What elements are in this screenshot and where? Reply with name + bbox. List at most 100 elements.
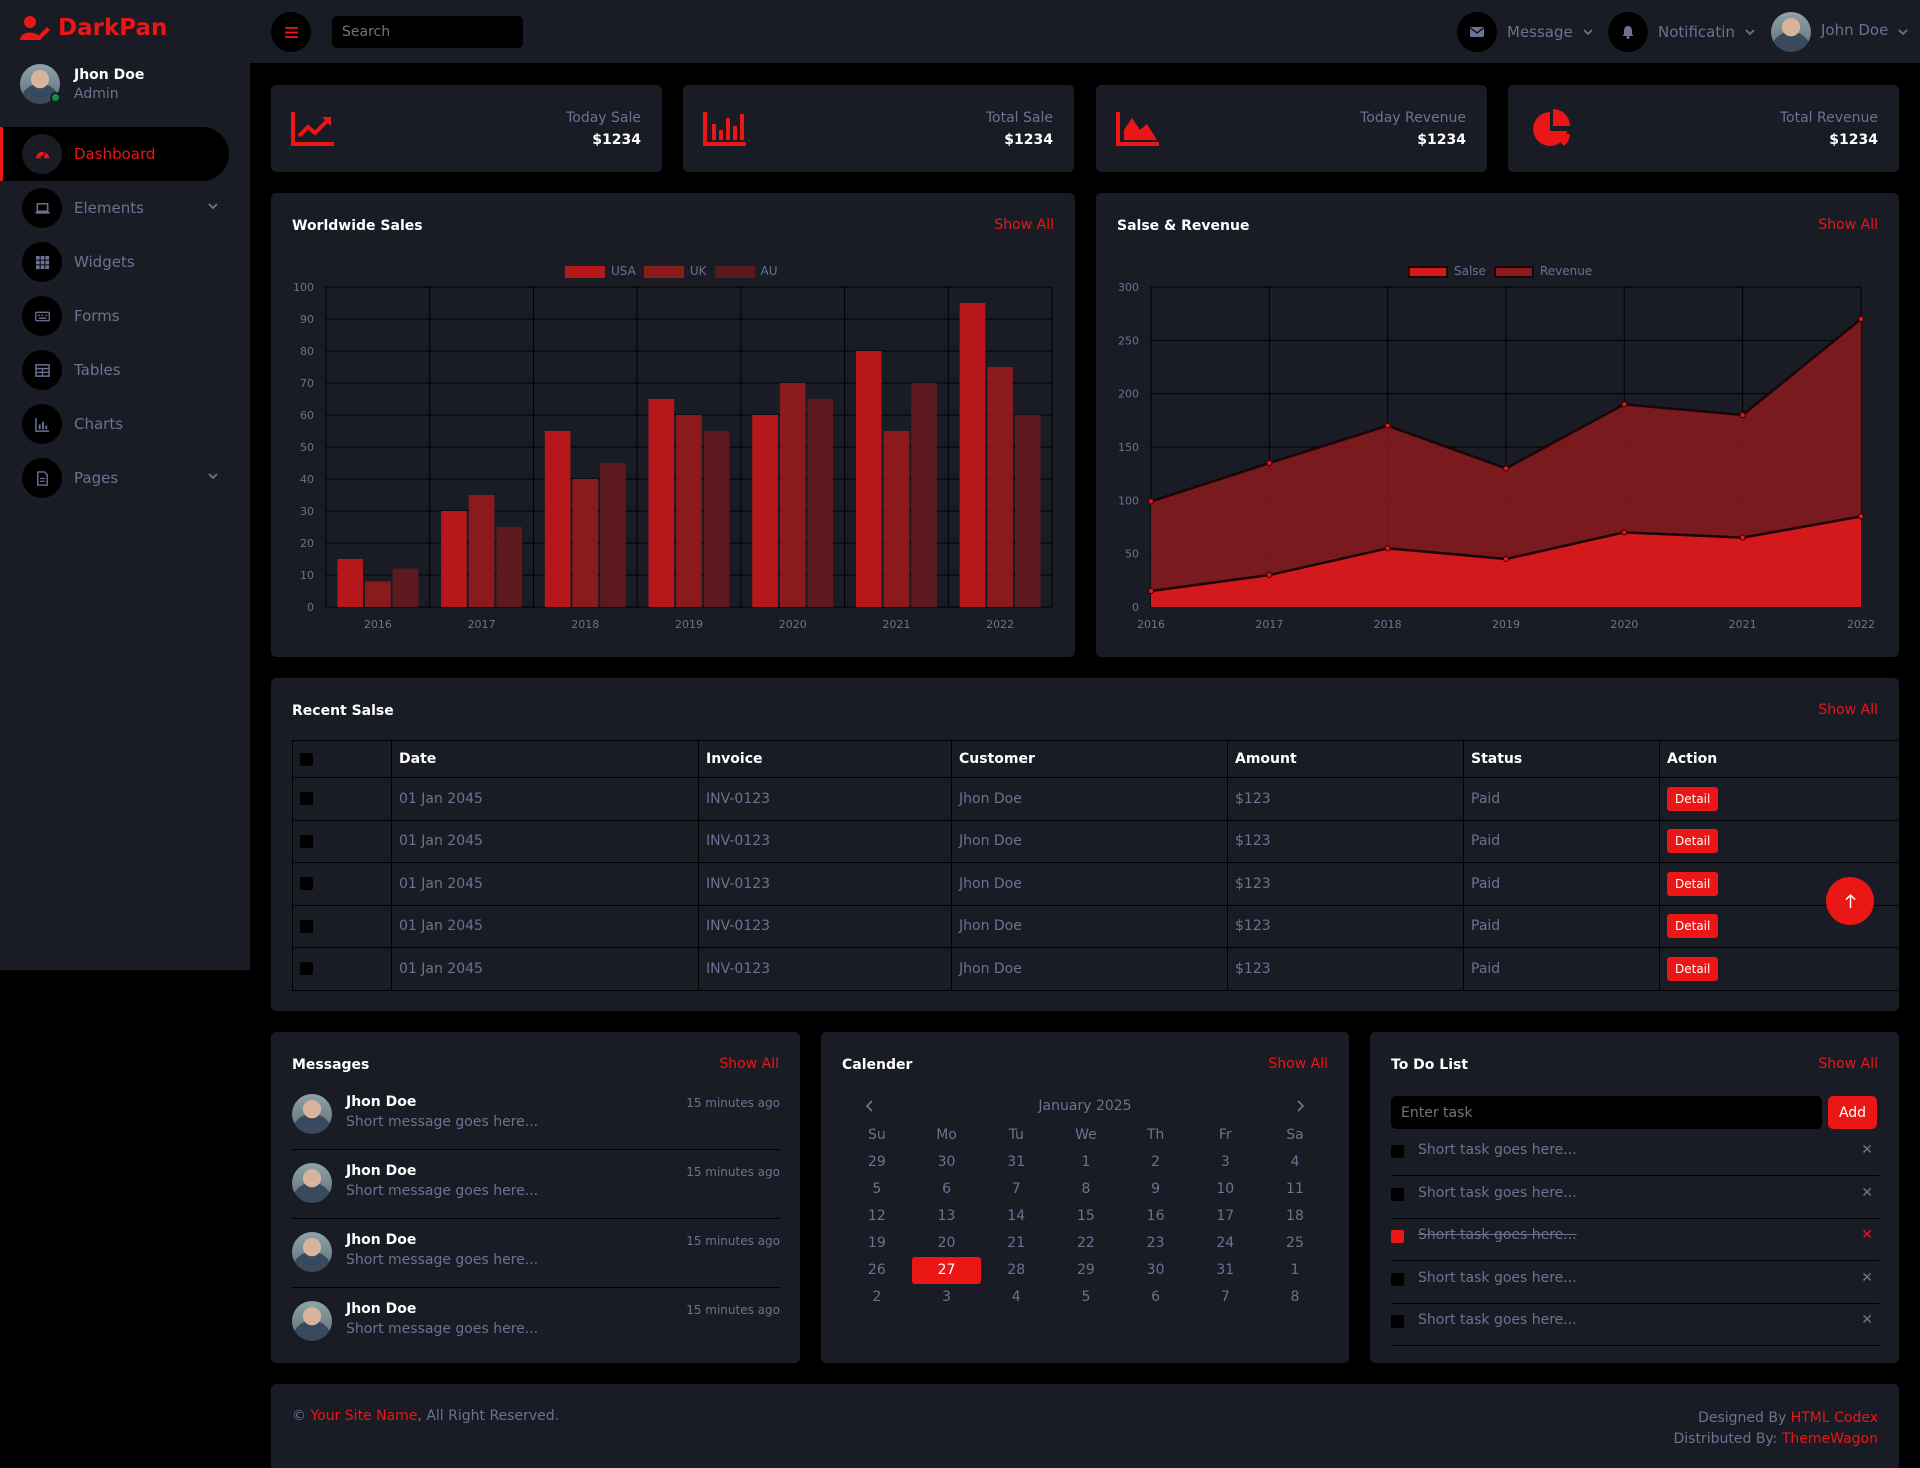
sidebar-item-forms[interactable]: Forms [0,289,250,343]
close-icon[interactable]: ✕ [1861,1227,1873,1243]
distributor-link[interactable]: ThemeWagon [1781,1431,1878,1447]
sidebar-toggle-button[interactable] [271,12,311,52]
calendar-day[interactable]: 31 [1007,1154,1026,1170]
legend-item[interactable]: Revenue [1493,264,1592,278]
task-checkbox[interactable] [1391,1187,1404,1201]
calendar-day[interactable]: 3 [1220,1154,1230,1170]
calendar-day[interactable]: 1 [1290,1262,1300,1278]
site-name-link[interactable]: Your Site Name [310,1408,418,1424]
legend-item[interactable]: Salse [1408,264,1486,278]
calendar-day[interactable]: 20 [937,1235,956,1251]
calendar-day[interactable]: 16 [1146,1208,1165,1224]
close-icon[interactable]: ✕ [1861,1269,1873,1286]
calendar-day[interactable]: 7 [1011,1181,1021,1197]
calendar-day[interactable]: 21 [1007,1235,1026,1251]
sidebar-item-charts[interactable]: Charts [0,397,250,451]
notifications-dropdown[interactable]: Notificatin [1608,12,1755,52]
calendar-day[interactable]: 2 [872,1289,882,1305]
calendar-day[interactable]: 3 [942,1289,951,1305]
calendar-day[interactable]: 29 [1076,1262,1095,1278]
message-item[interactable]: Jhon Doe 15 minutes ago Short message goes… [292,1232,780,1301]
designer-link[interactable]: HTML Codex [1790,1410,1878,1426]
detail-button[interactable]: Detail [1667,871,1719,896]
close-icon[interactable]: ✕ [1861,1312,1873,1328]
sidebar-item-dashboard[interactable]: Dashboard [0,127,229,181]
messages-dropdown[interactable]: Message [1457,12,1593,52]
calendar-day-selected[interactable]: 27 [911,1257,982,1284]
detail-button[interactable]: Detail [1667,786,1719,811]
show-all-link[interactable]: Show All [1268,1056,1328,1072]
search-input[interactable] [332,16,523,48]
detail-button[interactable]: Detail [1667,956,1719,981]
calendar-day[interactable]: 22 [1076,1235,1095,1251]
back-to-top-button[interactable] [1826,877,1874,925]
calendar-day[interactable]: 2 [1151,1154,1161,1170]
user-dropdown[interactable]: John Doe [1771,12,1908,52]
calendar-day[interactable]: 24 [1216,1235,1235,1251]
calendar-day[interactable]: 5 [872,1181,882,1197]
calendar-day[interactable]: 10 [1216,1181,1235,1197]
task-checkbox[interactable] [1391,1315,1404,1328]
row-checkbox[interactable] [300,792,313,806]
calendar-day[interactable]: 6 [1151,1289,1161,1305]
calendar-day[interactable]: 4 [1011,1289,1021,1305]
calendar-day[interactable]: 9 [1151,1181,1161,1197]
show-all-link[interactable]: Show All [1818,702,1878,718]
calendar-day[interactable]: 12 [867,1208,886,1224]
calendar-day[interactable]: 1 [1081,1154,1091,1170]
show-all-link[interactable]: Show All [994,217,1054,233]
calendar-day[interactable]: 18 [1286,1208,1304,1224]
legend-item[interactable]: UK [643,264,707,278]
calendar-day[interactable]: 28 [1007,1262,1026,1278]
legend-item[interactable]: AU [714,264,778,278]
chevron-right-icon[interactable] [1296,1100,1304,1112]
sidebar-item-elements[interactable]: Elements [0,181,250,235]
row-checkbox[interactable] [300,834,313,848]
detail-button[interactable]: Detail [1667,829,1719,854]
message-item[interactable]: Jhon Doe 15 minutes ago Short message goes… [292,1301,780,1370]
close-icon[interactable]: ✕ [1861,1142,1873,1158]
calendar-day[interactable]: 17 [1216,1208,1235,1224]
calendar-day[interactable]: 30 [937,1154,956,1170]
calendar-day[interactable]: 29 [867,1154,886,1170]
sidebar-item-pages[interactable]: Pages [0,451,250,505]
calendar-day[interactable]: 26 [867,1262,886,1278]
calendar-day[interactable]: 30 [1146,1262,1165,1278]
calendar-day[interactable]: 15 [1076,1208,1095,1224]
task-input[interactable] [1391,1096,1822,1129]
calendar-day[interactable]: 25 [1286,1235,1304,1251]
message-item[interactable]: Jhon Doe 15 minutes ago Short message goes… [292,1163,780,1232]
select-all-checkbox[interactable] [300,752,313,766]
detail-button[interactable]: Detail [1667,914,1719,939]
show-all-link[interactable]: Show All [719,1056,779,1072]
close-icon[interactable]: ✕ [1861,1184,1873,1201]
calendar-day[interactable]: 19 [867,1235,886,1251]
show-all-link[interactable]: Show All [1818,217,1878,233]
brand-logo[interactable]: DarkPan [20,8,167,48]
sidebar-item-tables[interactable]: Tables [0,343,250,397]
calendar-day[interactable]: 14 [1007,1208,1026,1224]
calendar-day[interactable]: 23 [1146,1235,1165,1251]
calendar-day[interactable]: 31 [1216,1262,1235,1278]
calendar-day[interactable]: 7 [1220,1289,1230,1305]
sidebar-item-widgets[interactable]: Widgets [0,235,250,289]
task-checkbox[interactable] [1391,1145,1404,1158]
task-checkbox[interactable] [1391,1272,1404,1286]
chevron-left-icon[interactable] [866,1100,874,1112]
row-checkbox[interactable] [300,962,313,976]
add-task-button[interactable]: Add [1828,1096,1877,1129]
bar-usa-2022 [959,303,986,607]
show-all-link[interactable]: Show All [1818,1056,1878,1072]
calendar-day[interactable]: 8 [1290,1289,1300,1305]
message-item[interactable]: Jhon Doe 15 minutes ago Short message goes… [292,1094,780,1163]
row-checkbox[interactable] [300,919,313,933]
task-checkbox[interactable] [1391,1230,1404,1243]
legend-item[interactable]: USA [565,264,636,278]
calendar-day[interactable]: 6 [942,1181,951,1197]
calendar-day[interactable]: 13 [937,1208,956,1224]
calendar-day[interactable]: 11 [1286,1181,1304,1197]
calendar-day[interactable]: 5 [1081,1289,1091,1305]
calendar-day[interactable]: 8 [1081,1181,1091,1197]
calendar-day[interactable]: 4 [1290,1154,1300,1170]
row-checkbox[interactable] [300,877,313,891]
